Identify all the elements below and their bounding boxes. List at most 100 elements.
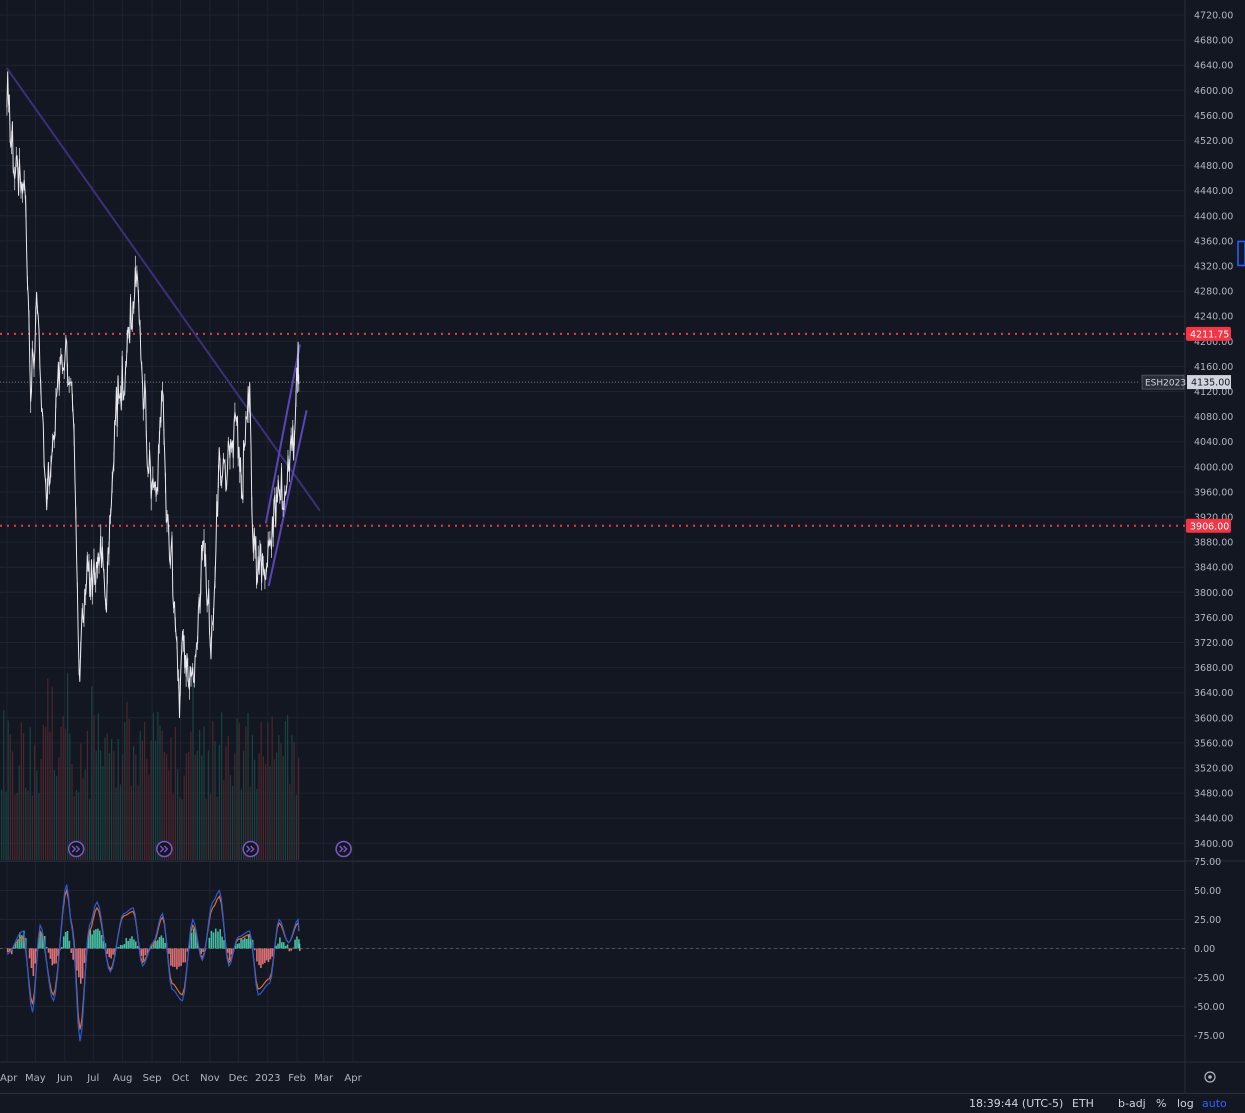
volume-bar-down	[234, 753, 235, 860]
histogram-bar-negative	[112, 949, 114, 955]
histogram-bar-positive	[248, 935, 250, 948]
volume-bar-down	[137, 785, 138, 860]
histogram-bar-negative	[31, 949, 33, 968]
volume-bar-up	[159, 725, 160, 860]
price-axis-label: 4520.00	[1194, 136, 1233, 147]
volume-bar-down	[21, 722, 22, 860]
time-axis-label: Mar	[314, 1073, 334, 1084]
volume-bar-up	[243, 751, 244, 860]
volume-bar-up	[102, 766, 103, 860]
histogram-bar-negative	[70, 949, 72, 953]
price-axis-label: 4480.00	[1194, 161, 1233, 172]
price-axis-label: 3640.00	[1194, 688, 1233, 699]
histogram-bar-positive	[157, 940, 159, 948]
volume-bar-down	[173, 794, 174, 860]
histogram-bar-positive	[238, 943, 240, 948]
volume-bar-up	[8, 721, 9, 860]
histogram-bar-positive	[244, 938, 246, 949]
time-axis-label: Dec	[229, 1073, 248, 1084]
price-axis-label: 3720.00	[1194, 638, 1233, 649]
histogram-bar-negative	[258, 949, 260, 966]
osc-axis-label: 50.00	[1194, 886, 1221, 897]
volume-bar-down	[184, 775, 185, 860]
time-axis-label: Apr	[344, 1073, 362, 1084]
histogram-bar-positive	[131, 936, 133, 948]
double-chevron-right-icon[interactable]	[336, 842, 351, 857]
histogram-bar-negative	[53, 949, 55, 964]
histogram-bar-negative	[264, 949, 266, 963]
volume-bar-up	[38, 794, 39, 860]
volume-bar-down	[258, 753, 259, 860]
volume-bar-up	[111, 739, 112, 860]
volume-bar-up	[36, 770, 37, 860]
histogram-bar-positive	[124, 944, 126, 948]
event-marker-circle	[336, 842, 351, 857]
volume-bar-up	[181, 799, 182, 860]
histogram-bar-positive	[127, 941, 129, 948]
price-axis-label: 4640.00	[1194, 61, 1233, 72]
session-toggle[interactable]: ETH	[1072, 1097, 1094, 1110]
histogram-bar-negative	[180, 949, 182, 966]
volume-bar-down	[52, 687, 53, 860]
volume-bar-down	[263, 756, 264, 860]
histogram-bar-positive	[219, 929, 221, 948]
histogram-bar-negative	[270, 949, 272, 960]
histogram-bar-negative	[272, 949, 274, 957]
histogram-bar-positive	[246, 939, 248, 949]
volume-bar-down	[280, 743, 281, 860]
back-adjust-toggle[interactable]: b-adj	[1118, 1097, 1146, 1110]
histogram-bar-positive	[296, 937, 298, 949]
histogram-bar-positive	[63, 936, 65, 948]
log-scale-toggle[interactable]: log	[1177, 1097, 1194, 1110]
time-axis-label: Jun	[56, 1073, 73, 1084]
histogram-bar-positive	[292, 948, 294, 949]
volume-bar-down	[261, 722, 262, 860]
volume-bar-down	[151, 740, 152, 860]
double-chevron-right-icon[interactable]	[69, 842, 84, 857]
volume-bar-up	[192, 682, 193, 860]
volume-bar-down	[32, 795, 33, 860]
volume-bar-down	[113, 751, 114, 860]
price-axis-label: 4240.00	[1194, 312, 1233, 323]
histogram-bar-negative	[176, 949, 178, 970]
price-axis-label: 3480.00	[1194, 789, 1233, 800]
volume-bar-up	[155, 741, 156, 860]
histogram-bar-positive	[125, 938, 127, 949]
volume-bar-down	[228, 736, 229, 860]
volume-bar-down	[58, 757, 59, 860]
volume-bar-up	[219, 745, 220, 860]
histogram-bar-negative	[168, 949, 170, 954]
volume-bar-up	[3, 710, 4, 860]
auto-scale-toggle[interactable]: auto	[1202, 1097, 1227, 1110]
histogram-bar-negative	[170, 949, 172, 966]
osc-axis-label: -75.00	[1194, 1031, 1225, 1042]
histogram-bar-negative	[184, 949, 186, 963]
double-chevron-right-icon[interactable]	[157, 842, 172, 857]
event-marker-circle	[243, 842, 258, 857]
volume-bar-up	[236, 718, 237, 860]
volume-bar-down	[148, 775, 149, 860]
volume-bar-up	[278, 735, 279, 860]
histogram-bar-negative	[34, 949, 36, 964]
histogram-bar-positive	[67, 931, 69, 949]
histogram-bar-positive	[91, 934, 93, 948]
histogram-bar-positive	[209, 938, 211, 949]
volume-bar-up	[247, 713, 248, 860]
histogram-bar-positive	[215, 929, 217, 949]
histogram-bar-positive	[281, 942, 283, 948]
volume-bar-up	[118, 739, 119, 860]
histogram-bar-positive	[279, 937, 281, 948]
time-axis-label: Feb	[288, 1073, 306, 1084]
volume-bar-down	[274, 759, 275, 860]
volume-bar-up	[221, 713, 222, 860]
price-axis-label: 4280.00	[1194, 287, 1233, 298]
histogram-bar-positive	[159, 937, 161, 948]
volume-bar-down	[87, 731, 88, 860]
double-chevron-right-icon[interactable]	[243, 842, 258, 857]
volume-bar-up	[30, 727, 31, 860]
percent-scale-toggle[interactable]: %	[1156, 1097, 1166, 1110]
last-price-tag-text: 4135.00	[1191, 378, 1230, 389]
histogram-bar-positive	[122, 945, 124, 948]
